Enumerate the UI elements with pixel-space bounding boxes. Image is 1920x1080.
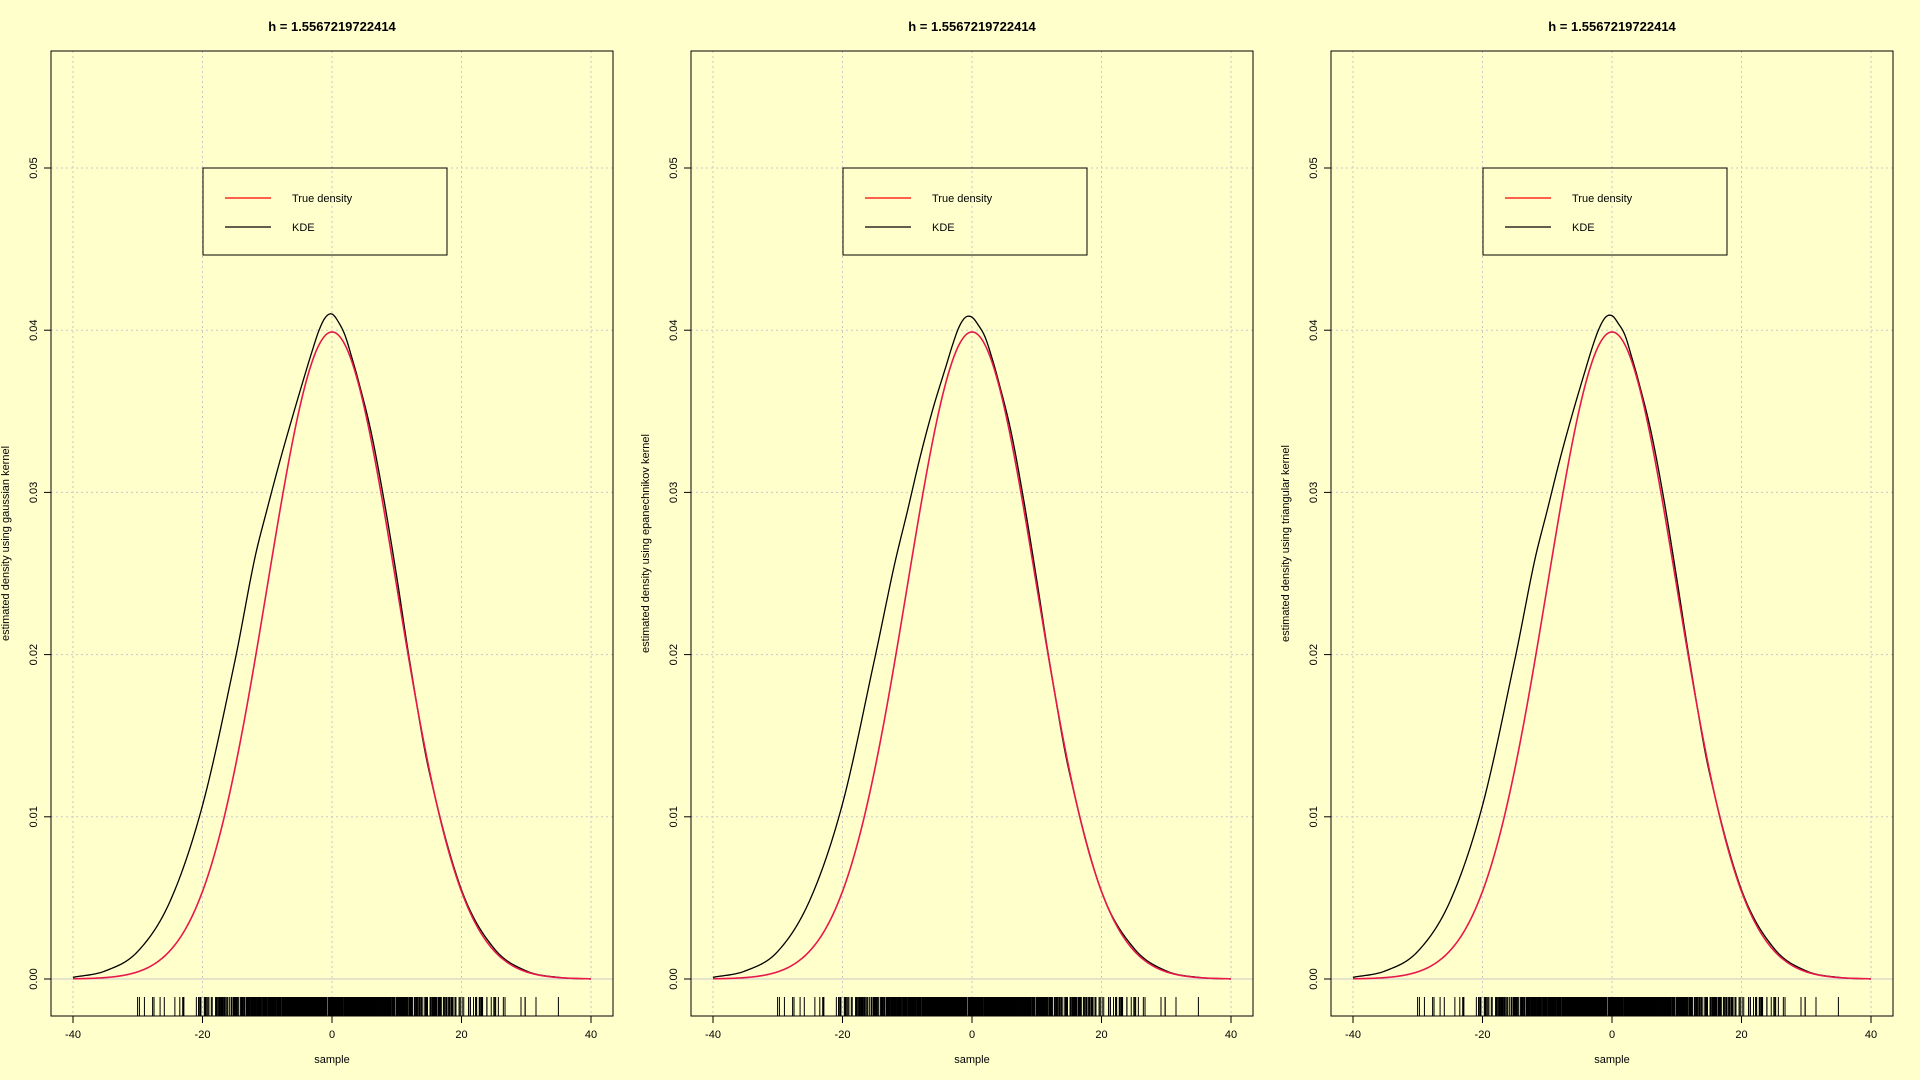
y-axis: 0.00 0.01 0.02 0.03 0.04 0.05 estimated densit… <box>0 157 51 990</box>
x-tick-label: 40 <box>1225 1029 1237 1041</box>
y-tick-label: 0.03 <box>668 482 680 503</box>
chart-panel-1: h = 1.5567219722414 -40 -20 0 20 40 sample 0.00… <box>0 19 614 1066</box>
x-tick-label: -40 <box>65 1029 81 1041</box>
chart-panel-2: h = 1.5567219722414 -40 -20 0 20 40 sample 0.00… <box>640 19 1254 1066</box>
x-tick-label: -40 <box>1345 1029 1361 1041</box>
chart-panel-3: h = 1.5567219722414 -40 -20 0 20 40 sample 0.00… <box>1280 19 1894 1066</box>
chart-title: h = 1.5567219722414 <box>1548 19 1676 34</box>
kde-line <box>72 313 592 980</box>
x-tick-label: -20 <box>195 1029 211 1041</box>
legend-box <box>1482 167 1728 256</box>
x-axis: -40 -20 0 20 40 sample <box>1345 1016 1877 1066</box>
rug-marks <box>777 997 1199 1016</box>
x-tick-label: -40 <box>705 1029 721 1041</box>
x-axis-title: sample <box>314 1054 349 1066</box>
y-tick-label: 0.05 <box>28 157 40 178</box>
y-tick-label: 0.02 <box>668 644 680 665</box>
kde-line <box>712 315 1232 980</box>
legend: True density KDE <box>842 167 1088 256</box>
y-tick-label: 0.00 <box>1308 968 1320 989</box>
true-density-line <box>712 331 1232 980</box>
y-tick-label: 0.02 <box>28 644 40 665</box>
true-density-line <box>1352 331 1872 980</box>
y-tick-label: 0.04 <box>1308 319 1320 340</box>
y-axis-title: estimated density using gaussian kernel <box>0 446 12 641</box>
legend: True density KDE <box>1482 167 1728 256</box>
kde-line <box>1352 314 1872 980</box>
x-tick-label: 20 <box>1735 1029 1747 1041</box>
x-tick-label: 40 <box>1865 1029 1877 1041</box>
true-density-line <box>72 331 592 980</box>
legend-label: KDE <box>1572 222 1595 234</box>
y-axis-title: estimated density using triangular kerne… <box>1280 445 1292 642</box>
y-tick-label: 0.04 <box>668 319 680 340</box>
x-axis-title: sample <box>954 1054 989 1066</box>
legend-label: True density <box>292 193 353 205</box>
legend-label: True density <box>932 193 993 205</box>
x-tick-label: -20 <box>1475 1029 1491 1041</box>
legend: True density KDE <box>202 167 448 256</box>
x-axis: -40 -20 0 20 40 sample <box>65 1016 597 1066</box>
y-tick-label: 0.00 <box>668 968 680 989</box>
x-tick-label: 40 <box>585 1029 597 1041</box>
x-tick-label: -20 <box>835 1029 851 1041</box>
y-tick-label: 0.05 <box>668 157 680 178</box>
y-tick-label: 0.03 <box>28 482 40 503</box>
x-tick-label: 20 <box>455 1029 467 1041</box>
legend-box <box>202 167 448 256</box>
legend-box <box>842 167 1088 256</box>
y-tick-label: 0.01 <box>1308 806 1320 827</box>
chart-title: h = 1.5567219722414 <box>268 19 396 34</box>
y-tick-label: 0.05 <box>1308 157 1320 178</box>
y-tick-label: 0.03 <box>1308 482 1320 503</box>
y-tick-label: 0.02 <box>1308 644 1320 665</box>
rug-marks <box>1417 997 1839 1016</box>
x-tick-label: 0 <box>1609 1029 1615 1041</box>
x-tick-label: 0 <box>969 1029 975 1041</box>
legend-label: True density <box>1572 193 1633 205</box>
x-axis: -40 -20 0 20 40 sample <box>705 1016 1237 1066</box>
legend-label: KDE <box>292 222 315 234</box>
y-tick-label: 0.01 <box>668 806 680 827</box>
chart-title: h = 1.5567219722414 <box>908 19 1036 34</box>
y-tick-label: 0.01 <box>28 806 40 827</box>
rug-marks <box>137 997 559 1016</box>
x-tick-label: 20 <box>1095 1029 1107 1041</box>
x-tick-label: 0 <box>329 1029 335 1041</box>
y-axis-title: estimated density using epanechnikov ker… <box>640 434 652 653</box>
y-tick-label: 0.04 <box>28 319 40 340</box>
x-axis-title: sample <box>1594 1054 1629 1066</box>
y-axis: 0.00 0.01 0.02 0.03 0.04 0.05 estimated densit… <box>1280 157 1331 990</box>
y-axis: 0.00 0.01 0.02 0.03 0.04 0.05 estimated densit… <box>640 157 691 990</box>
y-tick-label: 0.00 <box>28 968 40 989</box>
legend-label: KDE <box>932 222 955 234</box>
